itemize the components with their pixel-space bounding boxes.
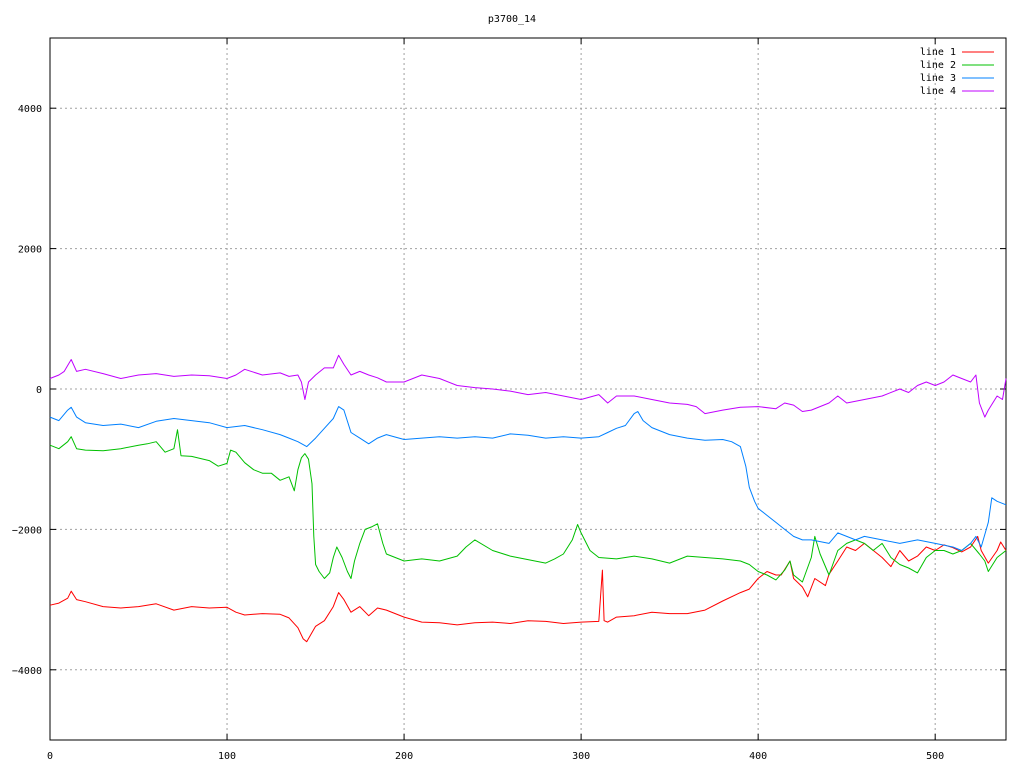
x-tick-label: 300: [572, 751, 590, 762]
series-group: [49, 354, 1007, 643]
series-line-4: [49, 354, 1007, 418]
y-tick-label: 2000: [18, 245, 42, 256]
chart-title: p3700_14: [488, 14, 536, 25]
x-tick-label: 0: [47, 751, 53, 762]
y-tick-label: −2000: [12, 525, 42, 536]
axis-ticks: 0 100 200 300 400 500 −4000 −2000 0 2000 4000: [12, 38, 1006, 762]
x-tick-label: 100: [218, 751, 236, 762]
legend-label: line 1: [920, 47, 956, 58]
x-tick-label: 200: [395, 751, 413, 762]
y-tick-label: −4000: [12, 666, 42, 677]
series-line-3: [49, 406, 1007, 551]
y-tick-label: 4000: [18, 104, 42, 115]
x-tick-label: 500: [926, 751, 944, 762]
legend: line 1 line 2 line 3 line 4: [920, 47, 994, 97]
grid: [50, 38, 1006, 740]
x-tick-label: 400: [749, 751, 767, 762]
legend-label: line 4: [920, 86, 956, 97]
y-tick-label: 0: [36, 385, 42, 396]
series-line-1: [49, 535, 1007, 643]
legend-label: line 2: [920, 60, 956, 71]
legend-label: line 3: [920, 73, 956, 84]
plot-frame: [49, 37, 1007, 741]
series-line-2: [49, 429, 1007, 583]
